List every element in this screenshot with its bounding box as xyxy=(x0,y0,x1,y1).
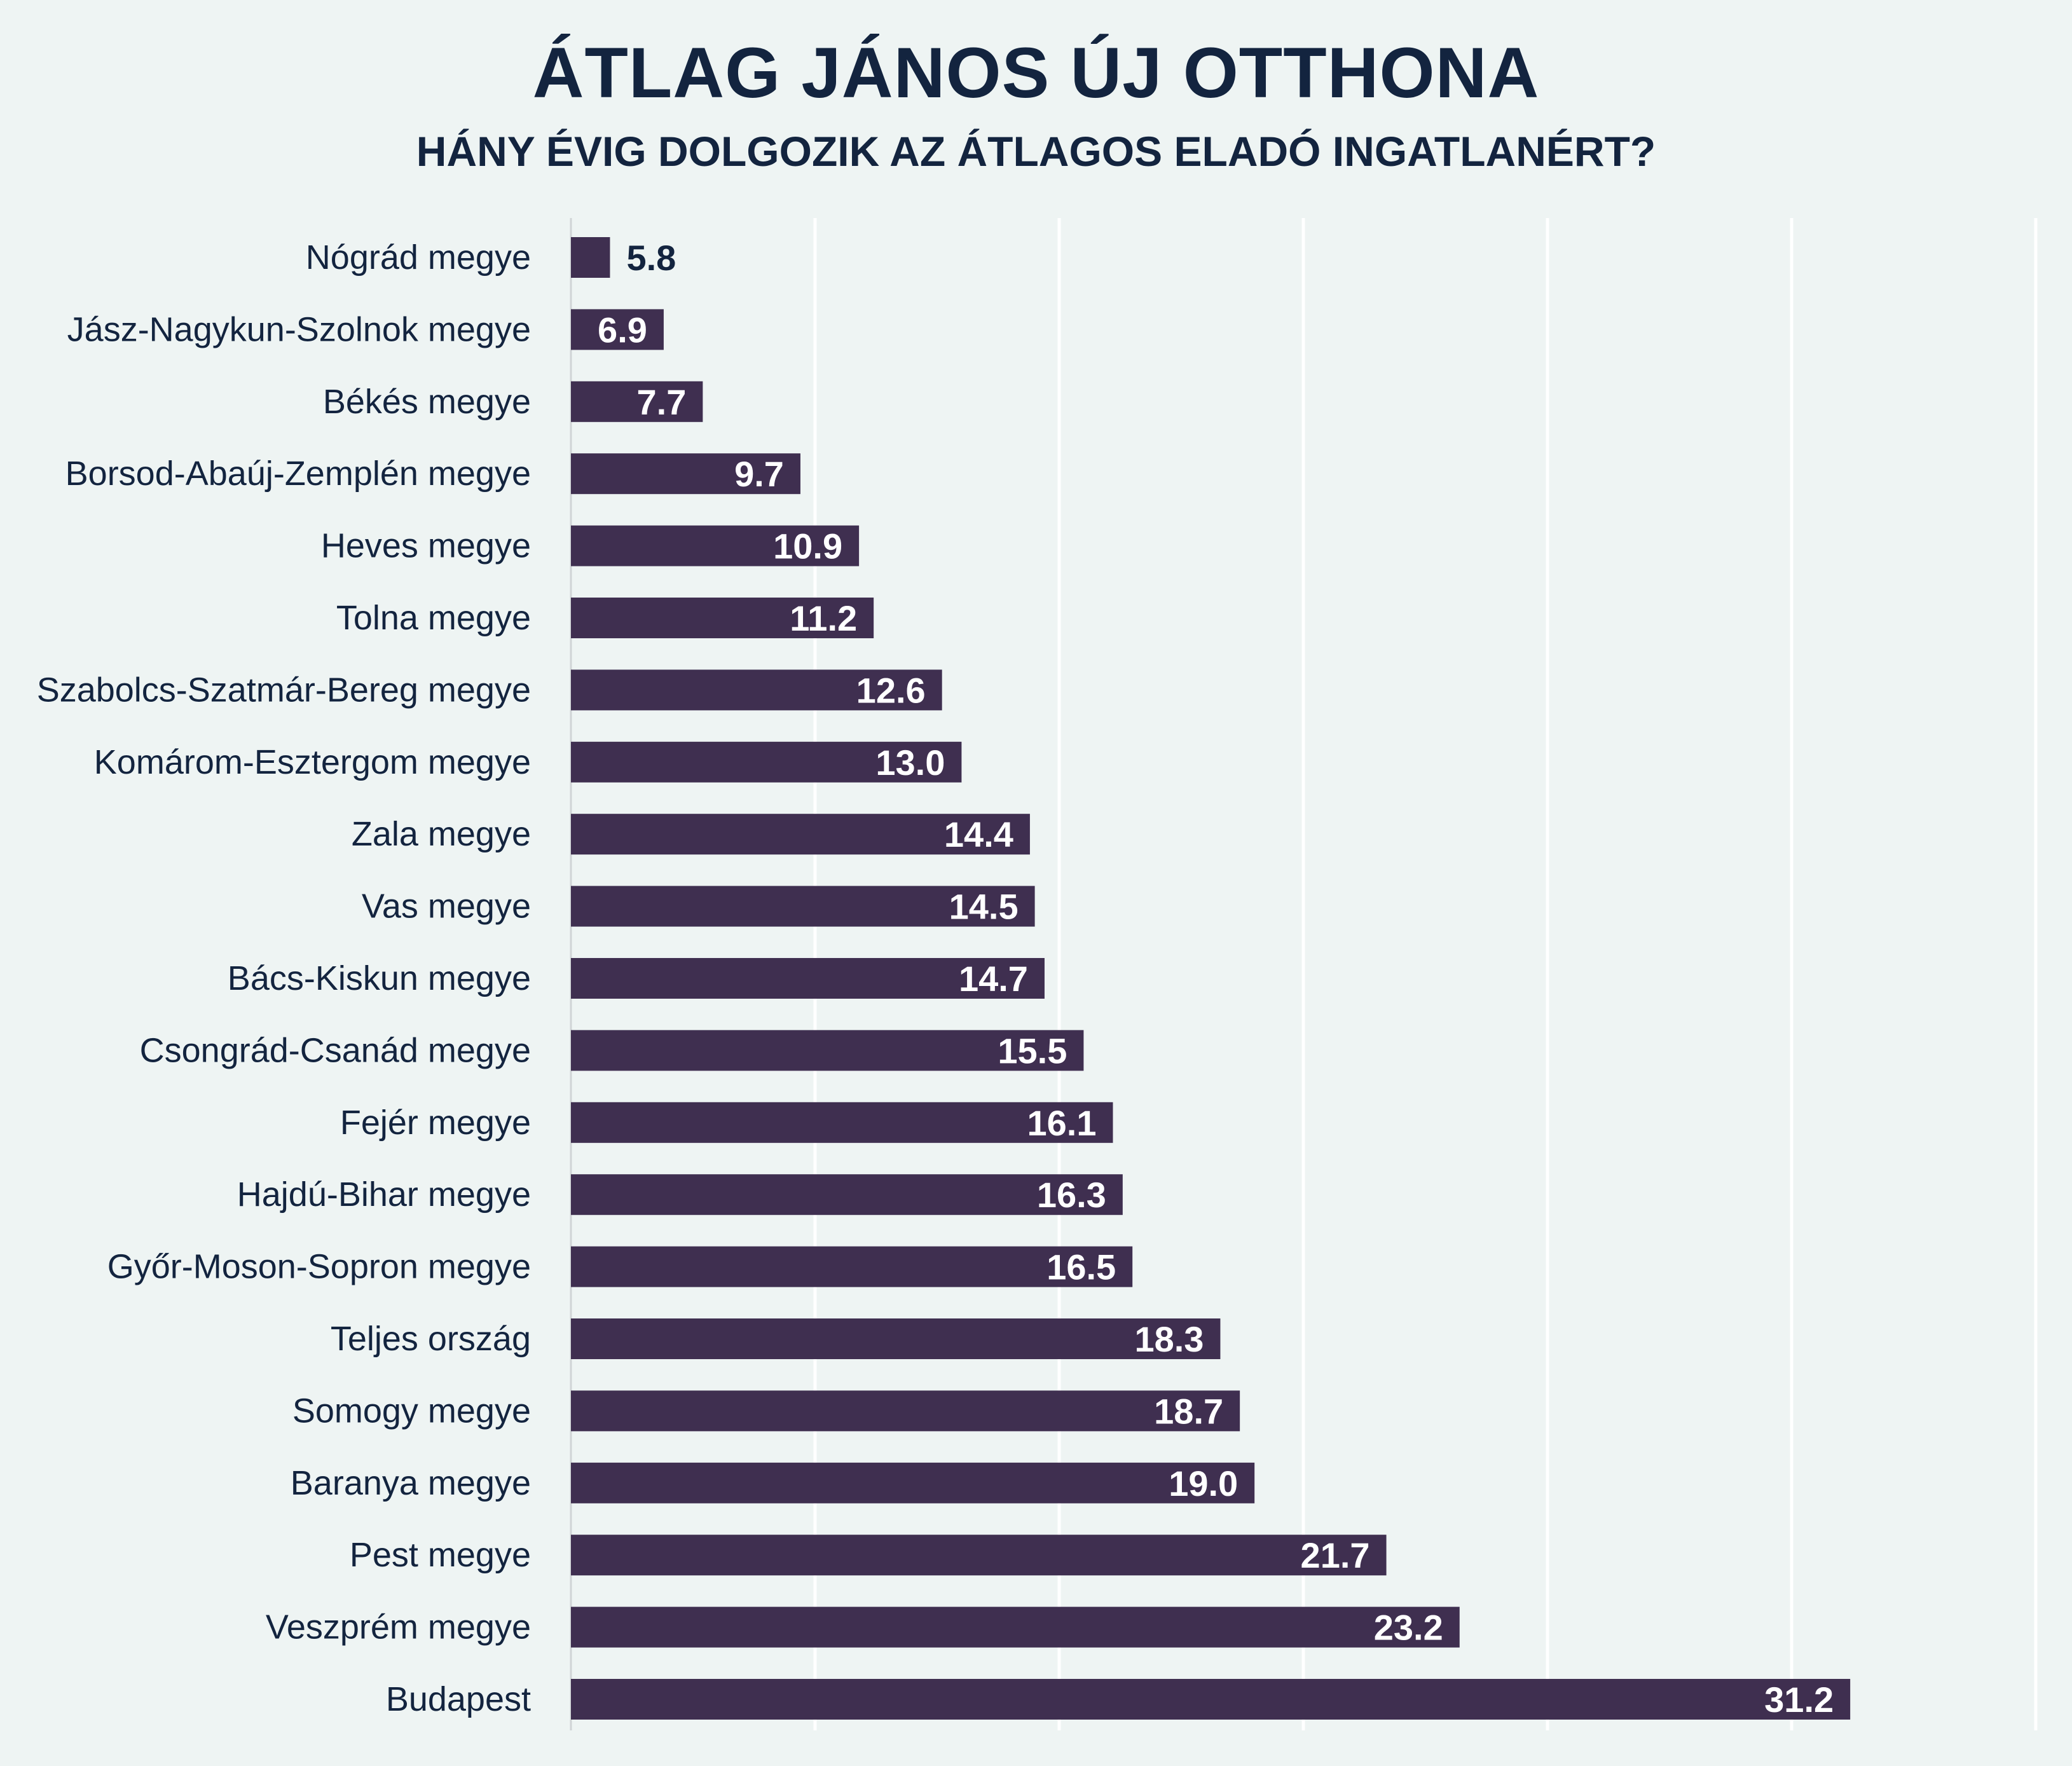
chart-title: ÁTLAG JÁNOS ÚJ OTTHONA xyxy=(532,33,1540,113)
category-label: Tolna megye xyxy=(336,599,531,637)
category-label: Veszprém megye xyxy=(266,1608,531,1646)
bar xyxy=(571,1462,1255,1503)
bar xyxy=(571,525,860,566)
value-label: 14.5 xyxy=(949,887,1019,927)
value-label: 19.0 xyxy=(1169,1463,1238,1503)
category-label: Pest megye xyxy=(350,1536,531,1574)
value-label: 14.7 xyxy=(959,959,1028,999)
bar xyxy=(571,1030,1084,1071)
bar xyxy=(571,958,1045,999)
value-label: 9.7 xyxy=(734,454,784,494)
value-label: 10.9 xyxy=(773,526,842,566)
category-label: Somogy megye xyxy=(292,1392,531,1430)
category-label: Szabolcs-Szatmár-Bereg megye xyxy=(37,671,531,709)
category-label: Teljes ország xyxy=(331,1320,531,1358)
category-label: Jász-Nagykun-Szolnok megye xyxy=(67,310,531,348)
category-label: Baranya megye xyxy=(291,1464,531,1502)
value-label: 16.1 xyxy=(1027,1103,1096,1143)
category-label: Budapest xyxy=(386,1680,531,1718)
bar xyxy=(571,1390,1240,1432)
value-label: 16.5 xyxy=(1046,1247,1116,1287)
bar xyxy=(571,814,1030,855)
value-label: 18.3 xyxy=(1134,1319,1204,1359)
value-label: 6.9 xyxy=(598,310,647,350)
value-label: 18.7 xyxy=(1154,1391,1223,1431)
value-label: 23.2 xyxy=(1374,1608,1443,1648)
category-label: Békés megye xyxy=(323,383,531,421)
category-label: Hajdú-Bihar megye xyxy=(237,1175,531,1214)
bar xyxy=(571,1318,1221,1359)
bar xyxy=(571,669,942,711)
category-label: Nógrád megye xyxy=(306,238,531,277)
bar xyxy=(571,381,703,422)
category-label: Győr-Moson-Sopron megye xyxy=(107,1248,531,1286)
bar xyxy=(571,309,664,350)
value-label: 5.8 xyxy=(626,238,676,278)
chart-subtitle: HÁNY ÉVIG DOLGOZIK AZ ÁTLAGOS ELADÓ INGA… xyxy=(416,128,1656,175)
bar xyxy=(571,741,962,783)
value-label: 14.4 xyxy=(944,814,1013,854)
category-label: Zala megye xyxy=(352,815,531,853)
bar xyxy=(571,598,874,638)
category-label: Borsod-Abaúj-Zemplén megye xyxy=(65,455,531,493)
bar xyxy=(571,1174,1123,1215)
value-label: 21.7 xyxy=(1301,1535,1370,1575)
category-label: Bács-Kiskun megye xyxy=(228,959,531,997)
bar xyxy=(571,1246,1133,1287)
category-label: Heves megye xyxy=(321,527,531,565)
value-label: 7.7 xyxy=(637,382,687,422)
bar xyxy=(571,1679,1851,1720)
bar xyxy=(571,1102,1113,1143)
bar xyxy=(571,1606,1460,1648)
value-label: 12.6 xyxy=(856,670,926,710)
value-label: 16.3 xyxy=(1037,1175,1106,1215)
bar xyxy=(571,237,610,278)
value-label: 15.5 xyxy=(998,1030,1067,1071)
category-label: Csongrád-Csanád megye xyxy=(140,1031,531,1069)
value-label: 11.2 xyxy=(790,598,857,638)
category-label: Fejér megye xyxy=(340,1104,531,1142)
bar xyxy=(571,453,800,495)
bar xyxy=(571,1535,1387,1576)
category-label: Komárom-Esztergom megye xyxy=(94,743,531,781)
bar xyxy=(571,886,1035,927)
value-label: 13.0 xyxy=(875,743,945,783)
value-label: 31.2 xyxy=(1764,1680,1834,1720)
category-label: Vas megye xyxy=(362,887,531,926)
